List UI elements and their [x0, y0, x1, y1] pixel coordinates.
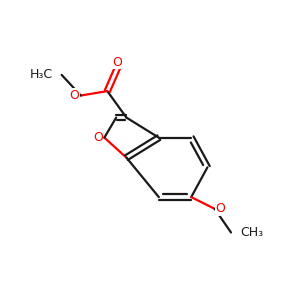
Text: H₃C: H₃C	[30, 68, 53, 81]
Text: O: O	[93, 131, 103, 144]
Text: O: O	[69, 89, 79, 102]
Text: O: O	[113, 56, 122, 69]
Text: CH₃: CH₃	[240, 226, 263, 239]
Text: O: O	[216, 202, 226, 215]
